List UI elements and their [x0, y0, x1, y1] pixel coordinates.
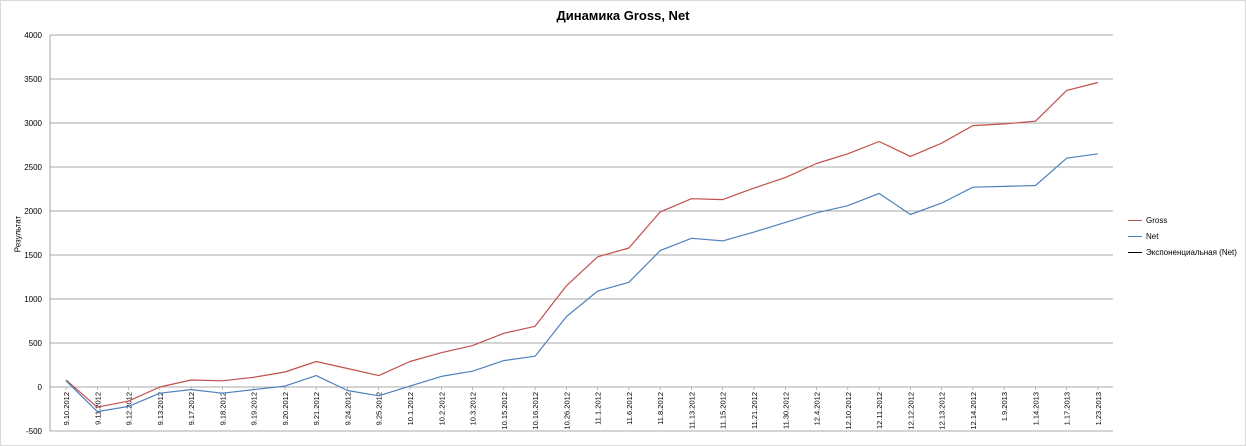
x-tick-label: 9.13.2012 — [156, 392, 165, 425]
y-tick-label: 500 — [29, 339, 43, 348]
x-tick-label: 11.13.2012 — [687, 392, 696, 429]
y-tick-label: 3500 — [24, 75, 42, 84]
y-tick-label: 0 — [38, 383, 43, 392]
x-tick-label: 12.11.2012 — [875, 392, 884, 429]
x-tick-label: 9.19.2012 — [250, 392, 259, 425]
x-tick-label: 9.20.2012 — [281, 392, 290, 425]
legend-item-gross: Gross — [1128, 212, 1237, 228]
series-line-gross — [65, 81, 1099, 408]
legend-label-gross: Gross — [1146, 215, 1168, 225]
x-tick-label: 1.14.2013 — [1031, 392, 1040, 425]
y-tick-label: 4000 — [24, 31, 42, 40]
chart-title: Динамика Gross, Net — [556, 8, 690, 23]
x-tick-label: 9.17.2012 — [187, 392, 196, 425]
x-tick-label: 9.21.2012 — [312, 392, 321, 425]
y-tick-label: 2500 — [24, 163, 42, 172]
x-tick-label: 1.23.2013 — [1094, 392, 1103, 425]
y-tick-label: 1500 — [24, 251, 42, 260]
x-tick-label: 9.11.2012 — [93, 392, 102, 425]
legend-label-trend: Экспоненциальная (Net) — [1146, 247, 1237, 257]
x-tick-label: 10.1.2012 — [406, 392, 415, 425]
x-tick-label: 10.2.2012 — [437, 392, 446, 425]
x-tick-label: 11.1.2012 — [594, 392, 603, 425]
x-tick-label: 11.30.2012 — [781, 392, 790, 429]
x-tick-label: 10.16.2012 — [531, 392, 540, 430]
x-tick-label: 12.14.2012 — [969, 392, 978, 430]
x-tick-label: 10.26.2012 — [562, 392, 571, 430]
x-tick-label: 12.13.2012 — [938, 392, 947, 430]
y-tick-label: 3000 — [24, 119, 42, 128]
x-tick-label: 11.6.2012 — [625, 392, 634, 425]
y-tick-label: -500 — [26, 427, 43, 436]
x-tick-label: 9.10.2012 — [62, 392, 71, 425]
x-tick-label: 1.17.2013 — [1063, 392, 1072, 425]
x-tick-label: 9.12.2012 — [125, 392, 134, 425]
x-tick-label: 9.18.2012 — [218, 392, 227, 425]
series-line-net — [65, 153, 1099, 413]
y-tick-label: 2000 — [24, 207, 42, 216]
x-tick-label: 11.21.2012 — [750, 392, 759, 429]
x-tick-label: 10.15.2012 — [500, 392, 509, 430]
x-tick-label: 12.10.2012 — [844, 392, 853, 430]
legend-swatch-trend — [1128, 251, 1142, 253]
x-tick-label: 11.8.2012 — [656, 392, 665, 425]
legend-swatch-gross — [1128, 219, 1142, 221]
x-tick-label: 10.3.2012 — [469, 392, 478, 425]
legend-swatch-net — [1128, 235, 1142, 237]
x-tick-label: 12.4.2012 — [813, 392, 822, 425]
legend-label-net: Net — [1146, 231, 1159, 241]
x-tick-label: 1.9.2013 — [1000, 392, 1009, 421]
x-tick-label: 12.12.2012 — [906, 392, 915, 430]
legend-item-net: Net — [1128, 228, 1237, 244]
legend: Gross Net Экспоненциальная (Net) — [1128, 212, 1237, 260]
x-tick-label: 9.25.2012 — [375, 392, 384, 425]
legend-item-trend: Экспоненциальная (Net) — [1128, 244, 1237, 260]
x-tick-label: 9.24.2012 — [343, 392, 352, 425]
x-tick-label: 11.15.2012 — [719, 392, 728, 429]
y-tick-label: 1000 — [24, 295, 42, 304]
